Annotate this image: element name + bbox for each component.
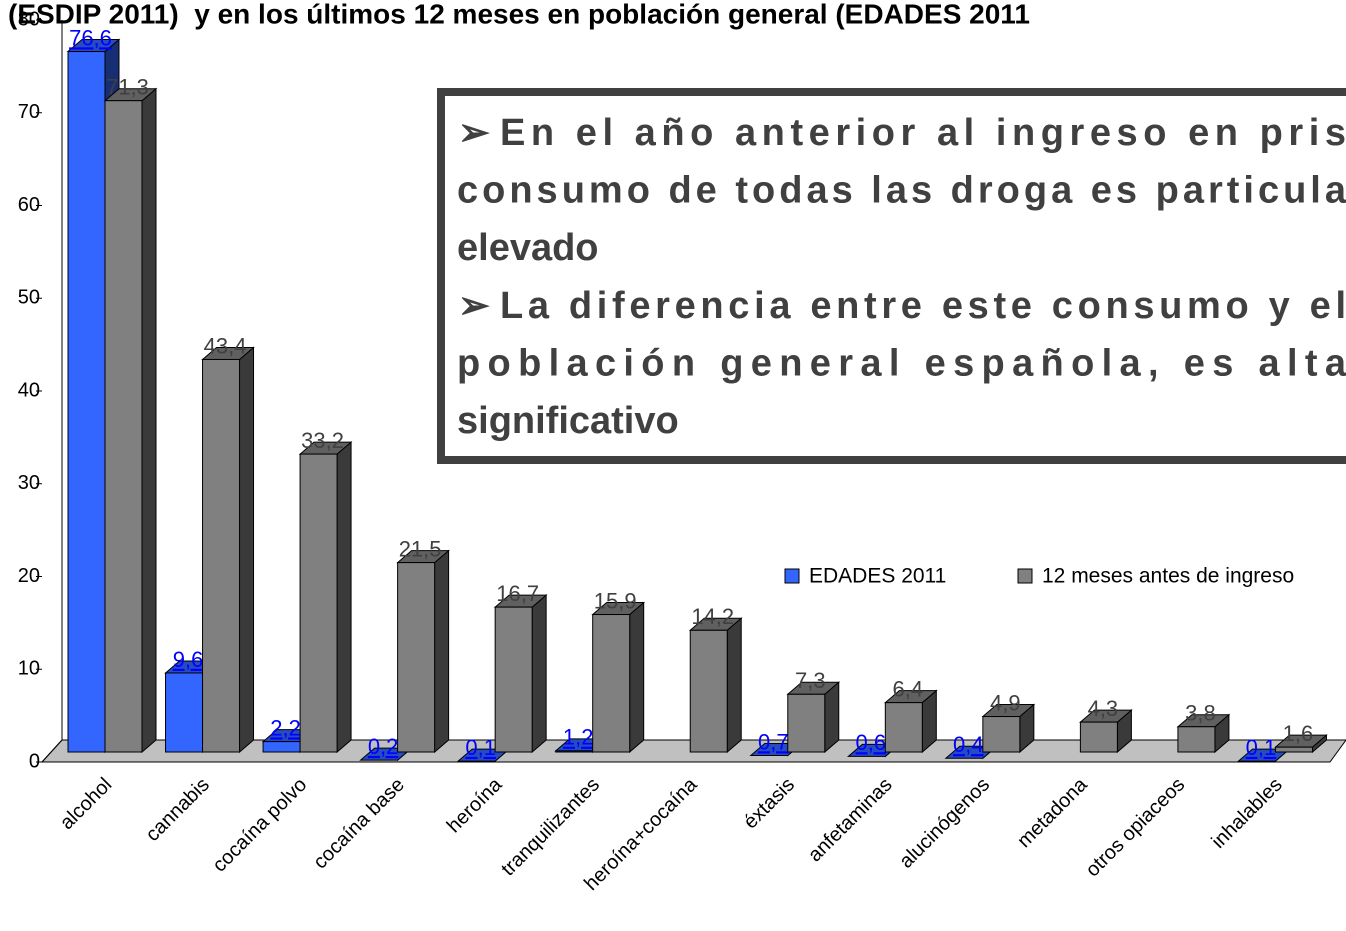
x-tick-label: inhalables xyxy=(1207,774,1286,853)
data-label: 0,2 xyxy=(368,734,399,759)
bar-front xyxy=(982,716,1021,753)
data-label: 9,6 xyxy=(173,647,204,672)
bar xyxy=(786,681,841,754)
y-tick-label: 10 xyxy=(18,658,40,680)
x-tick-label: anfetaminas xyxy=(804,774,897,867)
bar xyxy=(298,440,353,754)
bar-front xyxy=(494,606,533,753)
legend-swatch xyxy=(784,568,800,584)
data-label: 0,6 xyxy=(856,730,887,755)
y-tick-label: 40 xyxy=(18,379,40,401)
bar xyxy=(591,601,646,754)
data-label: 33,2 xyxy=(301,428,344,453)
y-tick-label: 70 xyxy=(18,101,40,123)
x-tick-label: alcohol xyxy=(56,774,116,834)
bar xyxy=(201,346,255,754)
x-tick-label: tranquilizantes xyxy=(497,774,604,881)
bar xyxy=(688,617,743,754)
data-label: 4,3 xyxy=(1088,696,1119,721)
x-tick-label: cannabis xyxy=(142,774,214,846)
annotation-line: consumo de todas las droga es particula xyxy=(457,170,1346,212)
legend-swatch xyxy=(1017,568,1033,584)
y-tick-label: 0 xyxy=(29,750,40,772)
data-label: 15,9 xyxy=(594,588,637,613)
bar-front xyxy=(397,562,436,753)
bar-front xyxy=(262,741,301,753)
x-tick-label: heroína xyxy=(443,773,507,837)
bar-side xyxy=(336,440,352,754)
x-tick-label: otros opiaceos xyxy=(1082,774,1190,882)
bar-front xyxy=(555,750,594,753)
data-label: 7,3 xyxy=(795,668,826,693)
bullet: ➢ xyxy=(458,112,490,154)
chart-title: (ESDIP 2011) y en los últimos 12 meses e… xyxy=(8,0,1030,29)
data-label: 1,6 xyxy=(1283,721,1314,746)
bar-front xyxy=(202,358,241,753)
bar-front xyxy=(592,614,631,753)
bar-front xyxy=(299,453,338,753)
y-tick-label: 20 xyxy=(18,565,40,587)
data-label: 71,3 xyxy=(106,75,149,100)
data-label: 2,2 xyxy=(270,715,301,740)
data-label: 43,4 xyxy=(204,333,247,358)
bar-front xyxy=(104,100,143,753)
annotation-line: significativo xyxy=(457,400,679,442)
data-label: 1,2 xyxy=(563,725,594,750)
bar-side xyxy=(629,601,645,754)
data-label: 14,2 xyxy=(691,604,734,629)
data-label: 4,9 xyxy=(990,690,1021,715)
bar xyxy=(103,87,158,754)
bar xyxy=(1176,713,1231,754)
data-label: 0,1 xyxy=(465,735,496,760)
data-label: 21,5 xyxy=(399,536,442,561)
data-label: 6,4 xyxy=(893,676,924,701)
bar-front xyxy=(165,672,204,753)
data-label: 0,1 xyxy=(1246,735,1277,760)
bar-front xyxy=(884,702,923,753)
x-tick-label: cocaína polvo xyxy=(209,774,312,877)
annotation-box xyxy=(437,88,1346,464)
annotation-line: En el año anterior al ingreso en pris xyxy=(500,112,1346,154)
bar-side xyxy=(726,617,742,754)
bar xyxy=(1274,734,1328,754)
bar xyxy=(493,594,548,754)
data-label: 0,7 xyxy=(758,729,789,754)
x-tick-label: éxtasis xyxy=(739,774,799,834)
legend-label: EDADES 2011 xyxy=(809,565,946,588)
bar-side xyxy=(434,549,450,754)
data-label: 76,6 xyxy=(69,25,112,50)
legend-label: 12 meses antes de ingreso xyxy=(1042,565,1294,588)
bar xyxy=(1079,709,1133,754)
bar-side xyxy=(239,346,255,754)
bar-front xyxy=(1177,726,1216,753)
bar-front xyxy=(787,693,826,753)
y-tick-label: 30 xyxy=(18,472,40,494)
bar xyxy=(981,703,1036,754)
data-label: 0,4 xyxy=(953,732,984,757)
bar-front xyxy=(67,51,106,753)
bar-side xyxy=(141,87,157,754)
data-label: 16,7 xyxy=(496,581,539,606)
y-tick-label: 60 xyxy=(18,194,40,216)
data-label: 3,8 xyxy=(1185,701,1216,726)
bar xyxy=(396,549,450,754)
bar-front xyxy=(1079,721,1118,753)
x-tick-label: alucinógenos xyxy=(895,774,994,873)
bar xyxy=(883,689,938,754)
bar-side xyxy=(531,594,547,754)
y-axis-front xyxy=(41,739,63,763)
bar-front xyxy=(1274,746,1313,753)
bullet: ➢ xyxy=(458,285,490,327)
annotation-line: elevado xyxy=(457,227,599,269)
x-tick-label: metadona xyxy=(1013,773,1092,852)
bar-front xyxy=(689,629,728,753)
x-tick-label: cocaína base xyxy=(309,774,409,874)
y-tick-label: 50 xyxy=(18,287,40,309)
y-tick-label: 80 xyxy=(18,8,40,30)
